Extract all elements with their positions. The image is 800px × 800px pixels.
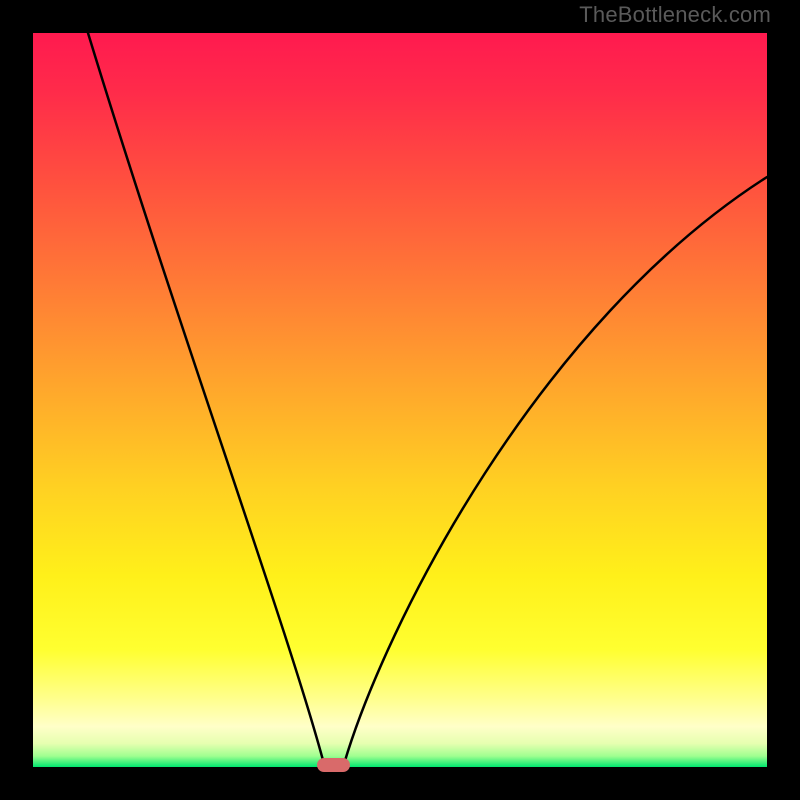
watermark-text: TheBottleneck.com xyxy=(579,2,771,28)
bottleneck-curve xyxy=(33,33,767,767)
chart-canvas: TheBottleneck.com xyxy=(0,0,800,800)
plot-area xyxy=(33,33,767,767)
optimum-marker xyxy=(317,758,350,772)
